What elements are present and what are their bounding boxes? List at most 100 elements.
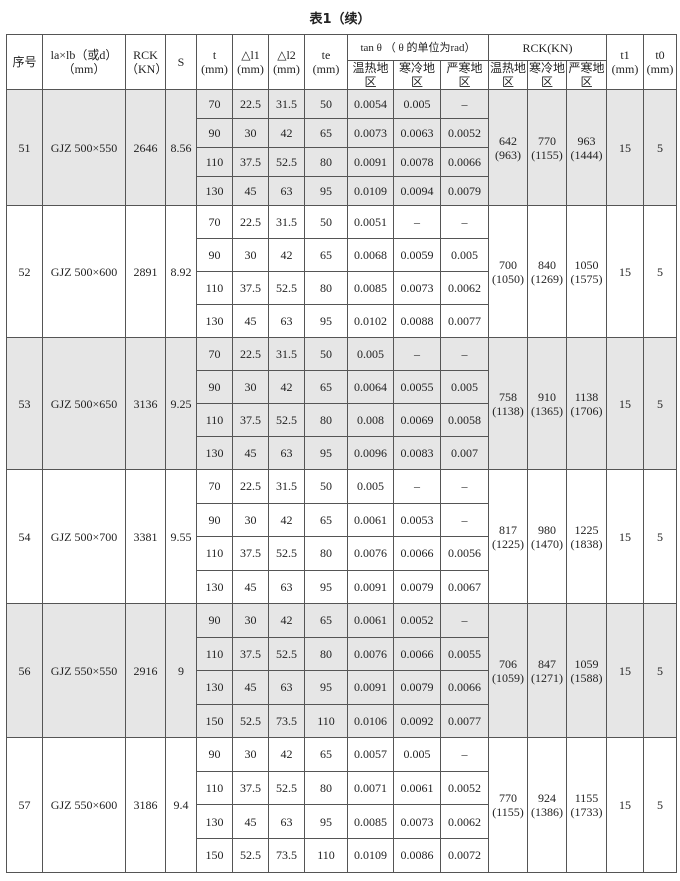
- table-row: 90 30 42 65 0.0064 0.0055 0.005: [7, 370, 677, 404]
- cell-tan-warm: 0.0091: [347, 569, 394, 604]
- cell-te: 80: [304, 536, 348, 571]
- table-body: 51 GJZ 500×550 2646 8.56 70 22.5 31.5 50 0.0054 0…: [6, 89, 678, 873]
- cell-tan-severe: 0.0062: [439, 804, 490, 840]
- cell-te: 65: [304, 238, 348, 272]
- table-row: 130 45 63 95 0.0109 0.0094 0.0079: [7, 176, 677, 206]
- cell-te: 95: [304, 569, 348, 604]
- cell-t0: 5: [643, 469, 678, 604]
- col-rck-severe: 严寒地区: [566, 60, 608, 90]
- cell-dl2: 73.5: [268, 838, 305, 873]
- cell-tan-cold: 0.0079: [393, 670, 441, 705]
- cell-tan-warm: 0.005: [347, 469, 394, 504]
- cell-rck-warm: 700 (1050): [488, 205, 529, 338]
- table-title: 表1（续）: [309, 12, 371, 27]
- cell-rck: 3186: [125, 737, 166, 873]
- cell-dl1: 37.5: [232, 147, 269, 177]
- cell-tan-cold: 0.0079: [393, 569, 441, 604]
- col-dl1: △l1 (mm): [232, 34, 269, 90]
- cell-dl2: 63: [268, 670, 305, 705]
- cell-tan-warm: 0.0076: [347, 536, 394, 571]
- cell-tan-severe: 0.007: [439, 436, 490, 470]
- cell-dl2: 73.5: [268, 703, 305, 738]
- cell-tan-severe: 0.0067: [439, 569, 490, 604]
- cell-tan-cold: –: [393, 469, 441, 504]
- cell-dl1: 45: [232, 569, 269, 604]
- cell-t: 90: [196, 118, 233, 148]
- col-s: S: [165, 34, 197, 90]
- cell-dl2: 52.5: [268, 403, 305, 437]
- cell-dl2: 31.5: [268, 337, 305, 371]
- cell-size: GJZ 500×650: [42, 337, 126, 470]
- cell-te: 95: [304, 304, 348, 338]
- cell-tan-severe: –: [439, 89, 490, 119]
- cell-tan-warm: 0.005: [347, 337, 394, 371]
- cell-dl2: 63: [268, 804, 305, 840]
- table-row: 130 45 63 95 0.0096 0.0083 0.007: [7, 436, 677, 470]
- cell-tan-warm: 0.0085: [347, 271, 394, 305]
- cell-tan-cold: 0.0083: [393, 436, 441, 470]
- cell-rck-severe: 1050 (1575): [566, 205, 608, 338]
- cell-t: 70: [196, 337, 233, 371]
- cell-tan-cold: 0.0073: [393, 271, 441, 305]
- table-row: 130 45 63 95 0.0085 0.0073 0.0062: [7, 804, 677, 840]
- cell-te: 80: [304, 147, 348, 177]
- table-row: 57 GJZ 550×600 3186 9.4 90 30 42 65 0.0057 0.005–…: [6, 737, 678, 873]
- cell-t0: 5: [643, 603, 678, 738]
- col-t0: t0 (mm): [643, 34, 678, 90]
- table-row: 150 52.5 73.5 110 0.0109 0.0086 0.0072: [7, 838, 677, 873]
- cell-t1: 15: [606, 205, 645, 338]
- cell-t1: 15: [606, 737, 645, 873]
- cell-tan-severe: 0.0077: [439, 304, 490, 338]
- cell-tan-severe: –: [439, 469, 490, 504]
- cell-tan-cold: 0.005: [393, 89, 441, 119]
- cell-tan-cold: 0.0088: [393, 304, 441, 338]
- cell-te: 50: [304, 89, 348, 119]
- cell-s: 9: [165, 603, 197, 738]
- cell-te: 65: [304, 118, 348, 148]
- cell-tan-severe: –: [439, 205, 490, 239]
- table-row: 110 37.5 52.5 80 0.0071 0.0061 0.0052: [7, 770, 677, 806]
- table-row: 90 30 42 65 0.0073 0.0063 0.0052: [7, 118, 677, 148]
- cell-tan-warm: 0.0064: [347, 370, 394, 404]
- cell-tan-warm: 0.0091: [347, 147, 394, 177]
- cell-rck-cold: 924 (1386): [527, 737, 568, 873]
- cell-te: 80: [304, 403, 348, 437]
- cell-tan-warm: 0.0109: [347, 838, 394, 873]
- cell-t: 130: [196, 670, 233, 705]
- col-rck-cold: 寒冷地区: [527, 60, 568, 90]
- cell-t: 150: [196, 838, 233, 873]
- table-header: 序号 la×lb（或d） （mm） RCK （KN） S t (mm) △l1 (mm)…: [6, 34, 678, 90]
- col-tan-group: tan θ （ θ 的单位为rad）: [346, 34, 490, 61]
- cell-rck: 3136: [125, 337, 166, 470]
- cell-tan-severe: 0.0072: [439, 838, 490, 873]
- cell-rck: 3381: [125, 469, 166, 604]
- cell-tan-cold: 0.0059: [393, 238, 441, 272]
- cell-tan-cold: 0.0073: [393, 804, 441, 840]
- cell-dl1: 45: [232, 176, 269, 206]
- cell-tan-severe: 0.0062: [439, 271, 490, 305]
- cell-tan-warm: 0.0073: [347, 118, 394, 148]
- cell-tan-severe: 0.0077: [439, 703, 490, 738]
- cell-t0: 5: [643, 337, 678, 470]
- cell-dl2: 42: [268, 238, 305, 272]
- col-t: t (mm): [196, 34, 233, 90]
- cell-tan-severe: 0.0066: [439, 670, 490, 705]
- cell-t: 130: [196, 804, 233, 840]
- cell-dl2: 42: [268, 118, 305, 148]
- cell-no: 52: [6, 205, 43, 338]
- cell-tan-warm: 0.0051: [347, 205, 394, 239]
- cell-t: 110: [196, 403, 233, 437]
- cell-tan-warm: 0.0068: [347, 238, 394, 272]
- cell-rck-warm: 817 (1225): [488, 469, 529, 604]
- cell-no: 57: [6, 737, 43, 873]
- cell-t: 130: [196, 304, 233, 338]
- cell-te: 95: [304, 176, 348, 206]
- cell-t: 130: [196, 569, 233, 604]
- cell-rck-warm: 758 (1138): [488, 337, 529, 470]
- cell-dl1: 52.5: [232, 838, 269, 873]
- cell-tan-severe: 0.0052: [439, 770, 490, 806]
- cell-te: 65: [304, 502, 348, 537]
- cell-tan-warm: 0.0071: [347, 770, 394, 806]
- col-rck-group: RCK(KN): [488, 34, 608, 61]
- cell-tan-warm: 0.008: [347, 403, 394, 437]
